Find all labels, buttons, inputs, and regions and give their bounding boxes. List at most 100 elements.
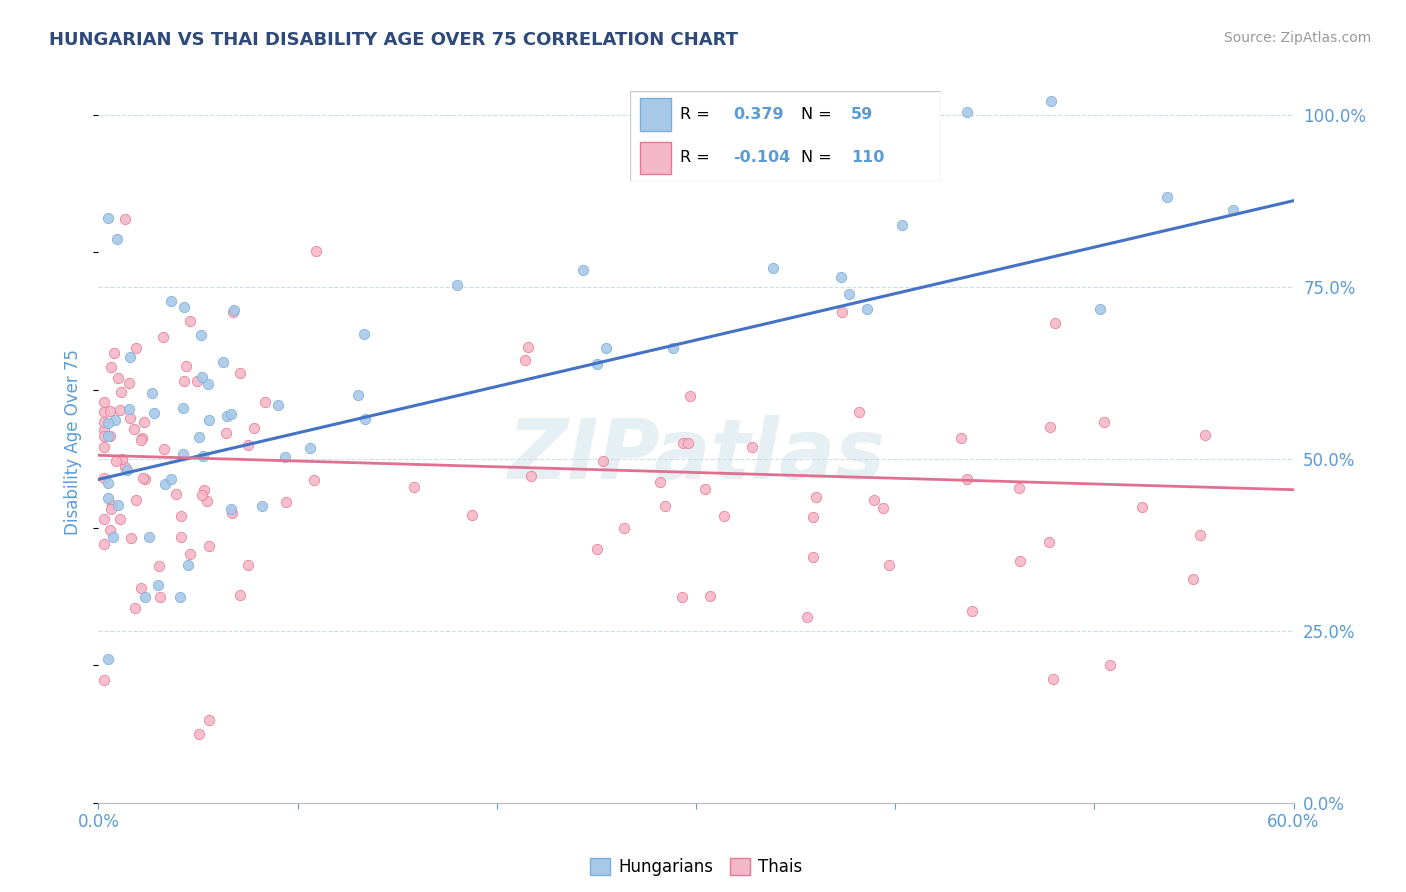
Point [93, 673, 115, 687]
Point [949, 431, 972, 445]
Point [236, 438, 259, 452]
Point [586, 357, 609, 371]
Point [97, 491, 120, 506]
Point [713, 509, 735, 524]
Point [195, 493, 218, 508]
Point [98, 524, 121, 538]
Point [97, 211, 120, 225]
Point [107, 370, 129, 384]
Point [110, 384, 132, 399]
Point [1130, 500, 1153, 514]
Point [97, 475, 120, 490]
Point [872, 501, 894, 516]
Point [592, 454, 614, 468]
Point [956, 104, 979, 119]
Point [138, 530, 160, 544]
Point [197, 539, 219, 553]
Point [404, 480, 426, 494]
Text: HUNGARIAN VS THAI DISABILITY AGE OVER 75 CORRELATION CHART: HUNGARIAN VS THAI DISABILITY AGE OVER 75… [49, 31, 738, 49]
Point [134, 590, 156, 604]
Point [193, 483, 215, 497]
Point [188, 430, 211, 444]
Point [173, 301, 195, 315]
Point [224, 303, 246, 318]
Y-axis label: Disability Age Over 75: Disability Age Over 75 [65, 349, 83, 534]
Point [170, 509, 193, 524]
Point [108, 512, 131, 526]
Point [131, 431, 153, 445]
Point [648, 475, 671, 490]
Point [879, 558, 901, 572]
Point [149, 590, 172, 604]
Point [1039, 94, 1062, 108]
Point [142, 406, 165, 420]
Point [132, 416, 155, 430]
Point [346, 387, 368, 401]
Point [353, 327, 375, 342]
Point [93, 512, 115, 526]
Point [446, 277, 468, 292]
Point [100, 360, 122, 375]
Text: ZIPatlas: ZIPatlas [508, 416, 884, 497]
Point [855, 301, 877, 316]
Text: Source: ZipAtlas.com: Source: ZipAtlas.com [1223, 31, 1371, 45]
Point [197, 713, 219, 727]
Point [118, 376, 141, 390]
Point [254, 394, 277, 409]
Point [302, 473, 325, 487]
Point [125, 341, 148, 355]
Point [111, 451, 134, 466]
Point [212, 355, 235, 369]
Point [172, 401, 194, 415]
Point [1182, 572, 1205, 586]
Point [215, 409, 238, 424]
Point [105, 454, 128, 468]
Point [97, 652, 120, 666]
Point [238, 558, 260, 572]
Point [159, 472, 181, 486]
Point [179, 314, 201, 328]
Point [956, 473, 979, 487]
Point [104, 413, 127, 427]
Point [114, 460, 136, 475]
Point [100, 501, 122, 516]
Point [93, 429, 115, 443]
Point [274, 450, 297, 464]
Point [105, 231, 128, 245]
Point [152, 329, 174, 343]
Point [1042, 672, 1064, 686]
Point [118, 402, 141, 417]
Point [516, 340, 538, 354]
Point [1007, 481, 1029, 495]
Point [801, 550, 824, 565]
Point [1156, 190, 1178, 204]
Point [170, 530, 193, 544]
Point [1194, 427, 1216, 442]
Point [129, 433, 152, 447]
Point [153, 442, 176, 456]
Point [695, 482, 717, 496]
Point [146, 578, 169, 592]
Point [222, 305, 245, 319]
Point [103, 530, 125, 544]
Point [219, 501, 242, 516]
Point [1098, 658, 1121, 673]
Point [93, 537, 115, 551]
Point [252, 499, 274, 513]
Legend: Hungarians, Thais: Hungarians, Thais [583, 851, 808, 882]
Point [179, 547, 201, 561]
Point [98, 429, 121, 443]
Point [98, 404, 121, 418]
Point [191, 488, 214, 502]
Point [243, 420, 266, 434]
Point [671, 436, 693, 450]
Point [131, 471, 153, 485]
Point [671, 591, 693, 605]
Point [122, 422, 145, 436]
Point [461, 508, 484, 522]
Point [93, 395, 115, 409]
Point [848, 405, 870, 419]
Point [191, 370, 214, 384]
Point [101, 498, 124, 512]
Point [1092, 415, 1115, 429]
